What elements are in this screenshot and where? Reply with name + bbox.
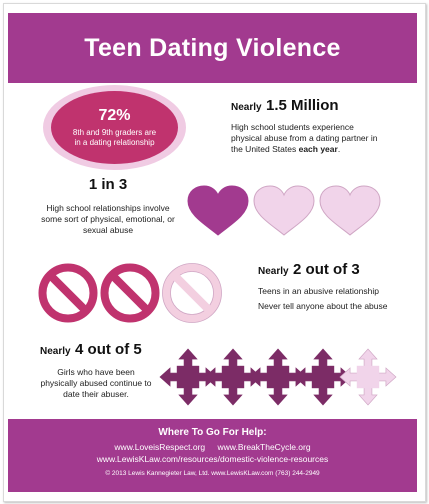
footer-title: Where To Go For Help: xyxy=(158,427,267,438)
heart-icon xyxy=(253,185,315,236)
four-arrows-icon xyxy=(249,348,307,406)
stat-72-value: 72% xyxy=(98,107,131,124)
prohibited-icon xyxy=(38,263,98,323)
page-title: Teen Dating Violence xyxy=(84,33,341,62)
link-breakthecycle[interactable]: www.BreakTheCycle.org xyxy=(217,442,311,452)
four-arrows-icon xyxy=(339,348,397,406)
heart-icon xyxy=(187,185,249,236)
link-lewisklaw[interactable]: www.LewisKLaw.com/resources/domestic-vio… xyxy=(96,454,329,464)
stat-1in3-title: 1 in 3 xyxy=(88,176,128,193)
stat-2of3-desc1: Teens in an abusive relationship xyxy=(258,286,379,296)
stat-million-title: Nearly 1.5 Million xyxy=(231,97,339,114)
stat-million-desc: High school students experience physical… xyxy=(231,122,378,154)
four-arrows-icon xyxy=(204,348,262,406)
stat-4of5-desc: Girls who have been physically abused co… xyxy=(40,367,152,399)
prohibited-icon xyxy=(162,263,222,323)
footer-banner: Where To Go For Help: www.LoveisRespect.… xyxy=(8,419,417,492)
stat-2of3-desc2: Never tell anyone about the abuse xyxy=(258,301,388,311)
stat-72-ellipse: 72% 8th and 9th graders are in a dating … xyxy=(43,85,186,170)
stat-2of3-title: Nearly 2 out of 3 xyxy=(258,261,360,278)
four-arrows-icon xyxy=(159,348,217,406)
stat-1in3-desc: High school relationships involve some s… xyxy=(41,203,175,235)
prohibited-icon xyxy=(100,263,160,323)
footer-copyright: © 2013 Lewis Kannegieter Law, Ltd. www.L… xyxy=(105,470,320,477)
header-banner: Teen Dating Violence xyxy=(8,13,417,83)
heart-icon xyxy=(319,185,381,236)
infographic-frame xyxy=(3,3,426,502)
stat-72-text: 8th and 9th graders are in a dating rela… xyxy=(72,128,157,147)
four-arrows-icon xyxy=(294,348,352,406)
link-loveisrespect[interactable]: www.LoveisRespect.org xyxy=(114,442,206,452)
stat-4of5-title: Nearly 4 out of 5 xyxy=(40,341,142,358)
